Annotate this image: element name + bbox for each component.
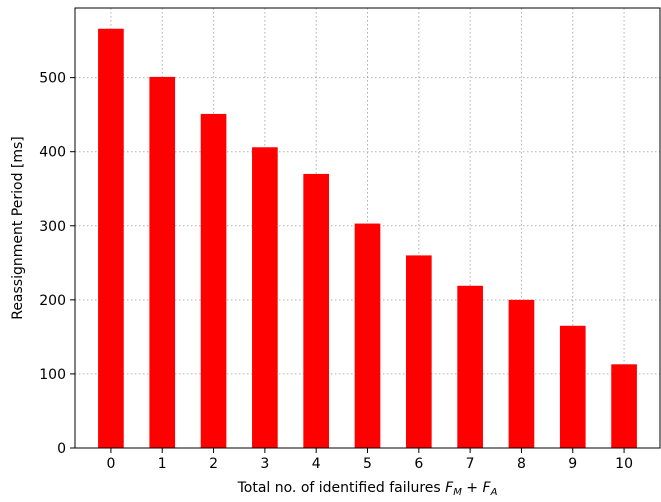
bars-layer: [98, 28, 637, 449]
bar-4: [303, 173, 330, 449]
bar-1: [149, 76, 176, 448]
y-tick-label-200: 200: [39, 293, 66, 309]
bar-10: [611, 364, 637, 448]
x-tick-label-8: 8: [517, 456, 526, 472]
x-tick-label-9: 9: [568, 456, 577, 472]
bar-3: [252, 147, 278, 448]
y-tick-label-400: 400: [39, 145, 66, 161]
bar-9: [559, 325, 586, 448]
bar-2: [200, 113, 227, 448]
y-tick-label-300: 300: [39, 219, 66, 235]
y-axis-ticks: 0 100 200 300 400 500: [39, 71, 75, 457]
y-tick-label-500: 500: [39, 71, 66, 87]
x-tick-label-0: 0: [106, 456, 115, 472]
bar-6: [405, 255, 432, 448]
x-tick-label-7: 7: [466, 456, 475, 472]
x-axis-ticks: 0 1 2 3 4 5 6 7 8 9 10: [106, 448, 633, 472]
x-tick-label-3: 3: [260, 456, 269, 472]
bar-8: [508, 299, 535, 448]
bar-7: [457, 285, 483, 448]
x-tick-label-4: 4: [312, 456, 321, 472]
y-tick-label-0: 0: [57, 441, 66, 457]
x-tick-label-10: 10: [615, 456, 633, 472]
x-tick-label-6: 6: [414, 456, 423, 472]
x-tick-label-5: 5: [363, 456, 372, 472]
x-axis-label: Total no. of identified failures FM + FA: [237, 480, 498, 498]
x-tick-label-2: 2: [209, 456, 218, 472]
bar-0: [98, 28, 124, 448]
y-tick-label-100: 100: [39, 367, 66, 383]
x-tick-label-1: 1: [158, 456, 167, 472]
bar-5: [354, 223, 381, 448]
y-axis-label: Reassignment Period [ms]: [10, 136, 26, 320]
